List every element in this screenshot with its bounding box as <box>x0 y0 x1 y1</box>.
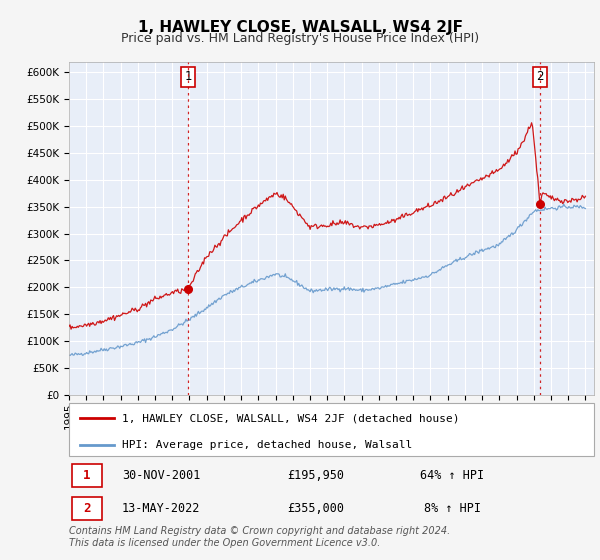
FancyBboxPatch shape <box>71 497 102 520</box>
Text: 64% ↑ HPI: 64% ↑ HPI <box>420 469 484 482</box>
Text: This data is licensed under the Open Government Licence v3.0.: This data is licensed under the Open Gov… <box>69 538 380 548</box>
Text: Price paid vs. HM Land Registry's House Price Index (HPI): Price paid vs. HM Land Registry's House … <box>121 32 479 45</box>
Text: £355,000: £355,000 <box>287 502 344 515</box>
Text: 1, HAWLEY CLOSE, WALSALL, WS4 2JF (detached house): 1, HAWLEY CLOSE, WALSALL, WS4 2JF (detac… <box>121 413 459 423</box>
Text: 1: 1 <box>184 70 192 83</box>
Text: 1: 1 <box>83 469 91 482</box>
Text: 1, HAWLEY CLOSE, WALSALL, WS4 2JF: 1, HAWLEY CLOSE, WALSALL, WS4 2JF <box>137 20 463 35</box>
Text: 8% ↑ HPI: 8% ↑ HPI <box>424 502 481 515</box>
FancyBboxPatch shape <box>71 464 102 487</box>
Text: 30-NOV-2001: 30-NOV-2001 <box>122 469 200 482</box>
Text: 13-MAY-2022: 13-MAY-2022 <box>122 502 200 515</box>
Text: Contains HM Land Registry data © Crown copyright and database right 2024.: Contains HM Land Registry data © Crown c… <box>69 526 450 536</box>
Text: HPI: Average price, detached house, Walsall: HPI: Average price, detached house, Wals… <box>121 440 412 450</box>
Text: £195,950: £195,950 <box>287 469 344 482</box>
Text: 2: 2 <box>83 502 91 515</box>
Text: 2: 2 <box>536 70 544 83</box>
